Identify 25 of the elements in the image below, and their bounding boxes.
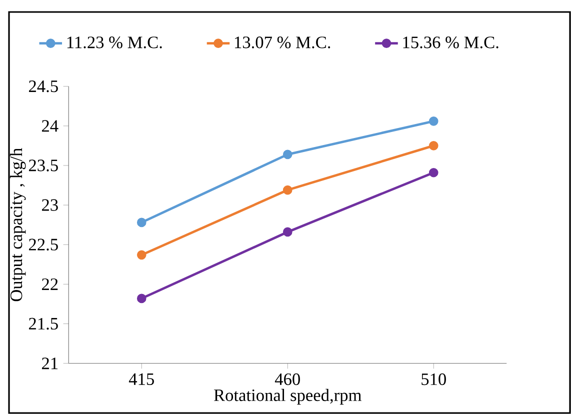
y-tick-label: 23.5 <box>28 160 58 172</box>
point <box>136 294 146 304</box>
point <box>136 218 146 228</box>
y-tick-label: 24.5 <box>28 80 58 92</box>
y-tick-label: 22 <box>42 278 58 290</box>
y-tick-label: 22.5 <box>28 238 58 250</box>
x-tick-label: 510 <box>422 373 446 386</box>
x-tick-label: 415 <box>128 373 154 385</box>
y-tick-label: 24 <box>42 120 58 132</box>
y-axis-title: Output capacity , kg/h <box>10 148 26 302</box>
x-tick-label: 460 <box>274 373 300 386</box>
point <box>428 141 438 150</box>
legend-label: 13.07 % M.C. <box>235 36 330 48</box>
y-tick-label: 21 <box>42 358 58 370</box>
point <box>282 227 292 237</box>
point <box>136 250 146 260</box>
legend-label: 15.36 % M.C. <box>403 36 498 48</box>
point <box>282 185 292 195</box>
point <box>428 116 438 126</box>
point <box>428 168 438 178</box>
y-tick-label: 23 <box>42 199 58 211</box>
legend-label: 11.23 % M.C. <box>67 36 162 48</box>
y-tick-label: 21.5 <box>28 318 58 330</box>
point <box>282 150 292 160</box>
x-axis-title: Rotational speed,rpm <box>214 388 362 405</box>
